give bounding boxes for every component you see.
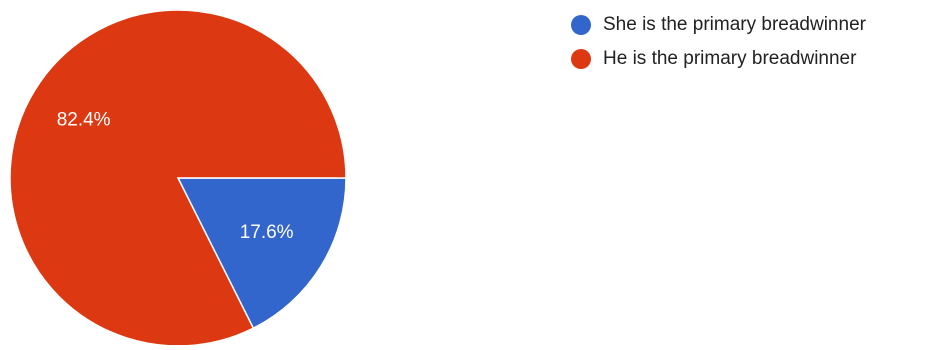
legend-item-he[interactable]: He is the primary breadwinner — [571, 42, 866, 76]
legend-item-she[interactable]: She is the primary breadwinner — [571, 8, 866, 42]
legend-swatch-she — [571, 15, 591, 35]
legend-label-she: She is the primary breadwinner — [603, 14, 866, 35]
data-label-she: 17.6% — [240, 222, 294, 243]
legend-swatch-he — [571, 49, 591, 69]
data-label-he: 82.4% — [57, 109, 111, 130]
chart-legend: She is the primary breadwinner He is the… — [571, 8, 866, 76]
legend-label-he: He is the primary breadwinner — [603, 48, 857, 69]
pie-slice-he[interactable] — [9, 9, 347, 347]
pie-slice-she[interactable] — [176, 177, 347, 330]
